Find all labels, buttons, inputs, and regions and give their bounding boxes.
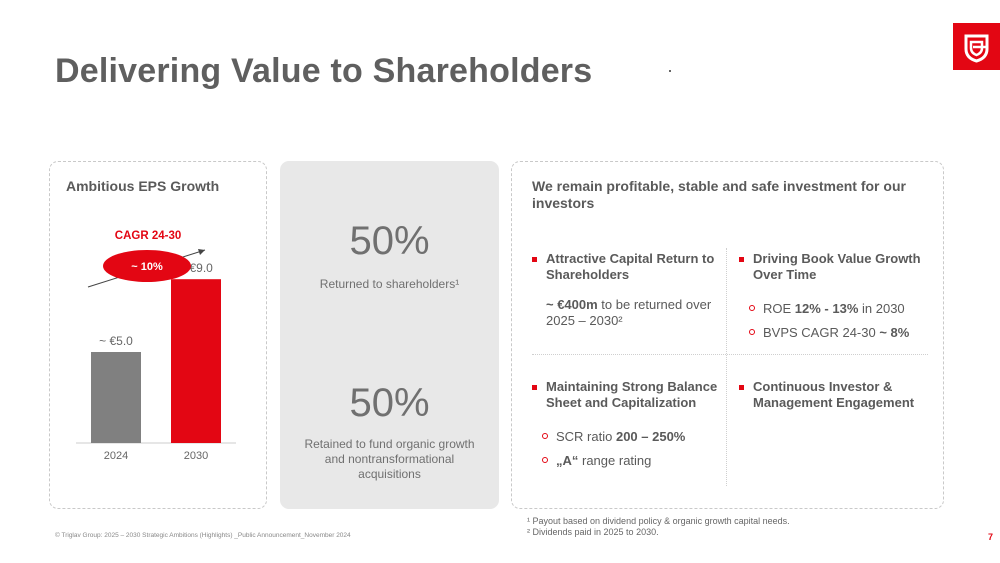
- return-text: to be returned over 2025 – 2030²: [546, 297, 712, 328]
- book-value-heading: Driving Book Value Growth Over Time: [753, 251, 921, 282]
- investor-card-title: We remain profitable, stable and safe in…: [532, 178, 906, 211]
- balance-sheet-heading: Maintaining Strong Balance Sheet and Cap…: [546, 379, 718, 410]
- page-title: Delivering Value to Shareholders: [55, 52, 593, 90]
- bar-2030: [171, 279, 221, 443]
- triglav-logo: [953, 23, 1000, 70]
- eps-card-title: Ambitious EPS Growth: [66, 178, 220, 194]
- retained-label: Retained to fund organic growth and nont…: [304, 437, 475, 481]
- retained-pct: 50%: [349, 381, 430, 425]
- cagr-value: ~ 10%: [131, 261, 163, 273]
- investor-card: We remain profitable, stable and safe in…: [511, 161, 944, 509]
- bullet-circle-icon: [749, 305, 755, 311]
- capital-return-block: Attractive Capital Return to Shareholder…: [532, 251, 717, 329]
- tick-label-2030: 2030: [184, 450, 208, 462]
- decorative-dot: [669, 70, 671, 72]
- copyright-text: © Triglav Group: 2025 – 2030 Strategic A…: [55, 532, 351, 539]
- scr-bullet: SCR ratio 200 – 250%: [532, 429, 722, 445]
- bullet-square-icon: [739, 385, 744, 390]
- returned-label: Returned to shareholders¹: [319, 277, 460, 291]
- footnote-1: ¹ Payout based on dividend policy & orga…: [527, 516, 790, 526]
- bullet-square-icon: [532, 385, 537, 390]
- cagr-badge: [103, 250, 191, 282]
- arrow-head-icon: [198, 249, 205, 255]
- bullet-square-icon: [739, 257, 744, 262]
- return-amount: ~ €400m: [546, 297, 598, 312]
- tick-label-2024: 2024: [104, 450, 128, 462]
- footnotes: ¹ Payout based on dividend policy & orga…: [527, 516, 790, 538]
- roe-bullet: ROE 12% - 13% in 2030: [739, 301, 939, 317]
- quadrant-divider-vertical: [726, 248, 727, 486]
- quadrant-divider-horizontal: [532, 354, 928, 355]
- payout-card: 50% Returned to shareholders¹ 50% Retain…: [280, 161, 499, 509]
- investor-engagement-heading: Continuous Investor & Management Engagem…: [753, 379, 915, 410]
- rating-bullet: „A“ range rating: [532, 453, 722, 469]
- footnote-2: ² Dividends paid in 2025 to 2030.: [527, 527, 659, 537]
- bullet-square-icon: [532, 257, 537, 262]
- book-value-block: Driving Book Value Growth Over Time ROE …: [739, 251, 939, 349]
- returned-pct: 50%: [349, 219, 430, 263]
- bullet-circle-icon: [542, 433, 548, 439]
- bullet-circle-icon: [542, 457, 548, 463]
- bullet-circle-icon: [749, 329, 755, 335]
- investor-engagement-block: Continuous Investor & Management Engagem…: [739, 379, 939, 411]
- cagr-label: CAGR 24-30: [115, 230, 181, 242]
- capital-return-heading: Attractive Capital Return to Shareholder…: [546, 251, 715, 282]
- page-number: 7: [988, 532, 994, 542]
- bar-2024: [91, 352, 141, 443]
- eps-growth-card: Ambitious EPS Growth ~ €5.0 2024 ~ €9.0 203…: [49, 161, 267, 509]
- data-label-2024: ~ €5.0: [99, 334, 133, 348]
- shield-logo-icon: [964, 34, 989, 63]
- balance-sheet-block: Maintaining Strong Balance Sheet and Cap…: [532, 379, 722, 477]
- bvps-bullet: BVPS CAGR 24-30 ~ 8%: [739, 325, 939, 341]
